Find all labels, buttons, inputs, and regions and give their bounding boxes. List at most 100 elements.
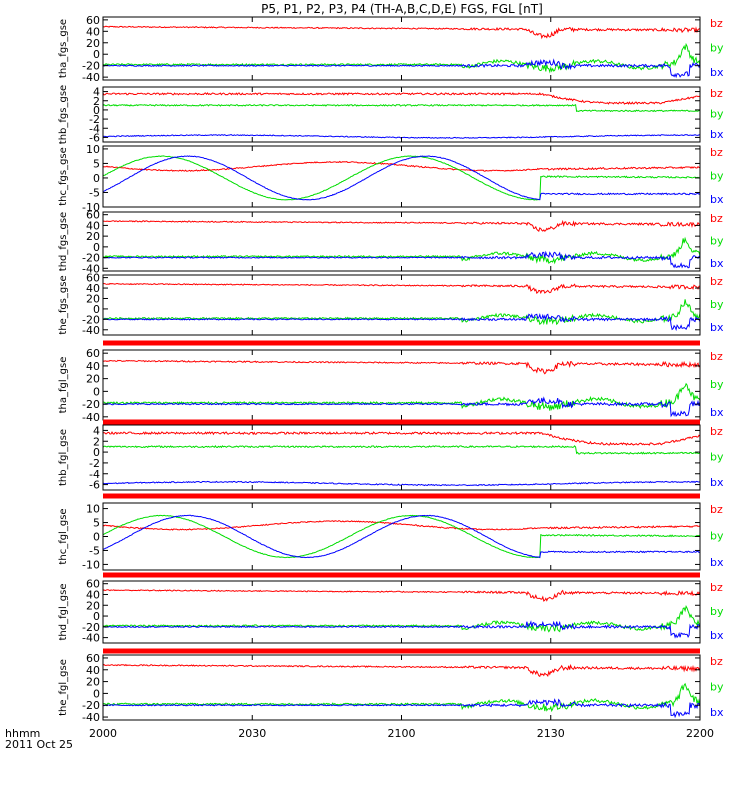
- series-line-bx: [103, 155, 700, 201]
- y-tick-label: 4: [93, 86, 100, 99]
- series-line-by: [103, 682, 700, 713]
- panel-thb_fgs_gse: 420-2-4-6 thb_fgs_gse bz by bx: [58, 85, 724, 145]
- series-line-by: [103, 155, 700, 201]
- y-tick-label: -20: [82, 60, 100, 73]
- panel-ylabel: thc_fgl_gse: [58, 508, 69, 564]
- y-tick-label: 60: [86, 347, 100, 360]
- x-tick-label: 2000: [89, 727, 117, 740]
- y-tick-label: -5: [89, 186, 100, 199]
- y-tick-label: -40: [82, 711, 100, 724]
- legend-bz: bz: [710, 350, 723, 363]
- x-axis-label-date: 2011 Oct 25: [5, 738, 73, 751]
- y-tick-label: 2: [93, 435, 100, 448]
- legend-by: by: [710, 108, 724, 121]
- legend-by: by: [710, 235, 724, 248]
- y-tick-label: -10: [82, 558, 100, 571]
- y-tick-label: 40: [86, 360, 100, 373]
- x-axis-label-format: hhmm: [5, 727, 40, 740]
- legend-bz: bz: [710, 212, 723, 225]
- series-line-bz: [103, 160, 700, 172]
- y-tick-label: -20: [82, 398, 100, 411]
- y-tick-label: 0: [93, 241, 100, 254]
- panel-ylabel: the_fgs_gse: [58, 275, 69, 334]
- y-tick-label: 0: [93, 687, 100, 700]
- y-tick-label: 60: [86, 578, 100, 591]
- y-tick-label: -2: [89, 113, 100, 126]
- separator-bar: [103, 340, 700, 346]
- y-tick-label: 20: [86, 373, 100, 386]
- series-line-bz: [103, 282, 700, 295]
- series-line-bx: [103, 58, 700, 79]
- y-tick-label: -6: [89, 131, 100, 144]
- y-tick-label: -20: [82, 252, 100, 265]
- y-tick-label: 0: [93, 104, 100, 117]
- series-line-bx: [103, 620, 700, 639]
- panel-ylabel: tha_fgl_gse: [58, 357, 69, 414]
- y-tick-label: 10: [86, 503, 100, 516]
- y-tick-label: -5: [89, 544, 100, 557]
- legend-bz: bz: [710, 655, 723, 668]
- y-tick-label: 20: [86, 292, 100, 305]
- legend-bx: bx: [710, 476, 724, 489]
- separator-bar: [103, 493, 700, 499]
- legend-bx: bx: [710, 257, 724, 270]
- y-tick-label: 5: [93, 157, 100, 170]
- legend-by: by: [710, 605, 724, 618]
- legend-by: by: [710, 170, 724, 183]
- separator-bar: [103, 648, 700, 654]
- y-tick-label: 20: [86, 37, 100, 50]
- series-line-bz: [103, 219, 700, 233]
- y-tick-label: -6: [89, 479, 100, 492]
- y-tick-label: 40: [86, 219, 100, 232]
- y-tick-label: -10: [82, 201, 100, 214]
- y-tick-label: 5: [93, 517, 100, 530]
- legend-bx: bx: [710, 66, 724, 79]
- series-line-bx: [103, 514, 700, 559]
- series-line-bx: [103, 480, 700, 487]
- y-tick-label: 0: [93, 172, 100, 185]
- panel-ylabel: tha_fgs_gse: [58, 19, 69, 78]
- x-tick-label: 2100: [388, 727, 416, 740]
- x-tick-label: 2200: [686, 727, 714, 740]
- legend-bx: bx: [710, 406, 724, 419]
- y-tick-label: 40: [86, 664, 100, 677]
- separator-bar: [103, 419, 700, 425]
- y-tick-label: 0: [93, 531, 100, 544]
- panel-frame: [102, 424, 701, 491]
- legend-bz: bz: [710, 87, 723, 100]
- panel-ylabel: thd_fgs_gse: [58, 212, 69, 271]
- panel-ylabel: the_fgl_gse: [58, 659, 69, 716]
- legend-by: by: [710, 451, 724, 464]
- y-tick-label: 20: [86, 599, 100, 612]
- x-tick-label: 2130: [537, 727, 565, 740]
- y-tick-label: -40: [82, 262, 100, 275]
- legend-bx: bx: [710, 193, 724, 206]
- panel-frame: [102, 274, 701, 336]
- series-line-bz: [103, 25, 700, 40]
- legend-bx: bx: [710, 629, 724, 642]
- y-tick-label: -20: [82, 621, 100, 634]
- y-tick-label: -4: [89, 122, 100, 135]
- y-tick-label: 0: [93, 610, 100, 623]
- legend-bz: bz: [710, 17, 723, 30]
- series-line-by: [103, 445, 700, 455]
- panel-frame: [102, 502, 701, 571]
- y-tick-label: 40: [86, 25, 100, 38]
- y-tick-label: 20: [86, 230, 100, 243]
- legend-by: by: [710, 530, 724, 543]
- chart-title: P5, P1, P2, P3, P4 (TH-A,B,C,D,E) FGS, F…: [261, 2, 543, 16]
- x-axis: 2000 2030 2100 2130 2200: [89, 727, 714, 740]
- y-tick-label: -40: [82, 411, 100, 424]
- legend-by: by: [710, 378, 724, 391]
- legend-by: by: [710, 681, 724, 694]
- panel-ylabel: thb_fgs_gse: [58, 85, 69, 144]
- legend-bx: bx: [710, 128, 724, 141]
- series-line-by: [103, 236, 700, 265]
- y-tick-label: 10: [86, 143, 100, 156]
- series-line-bx: [103, 313, 700, 332]
